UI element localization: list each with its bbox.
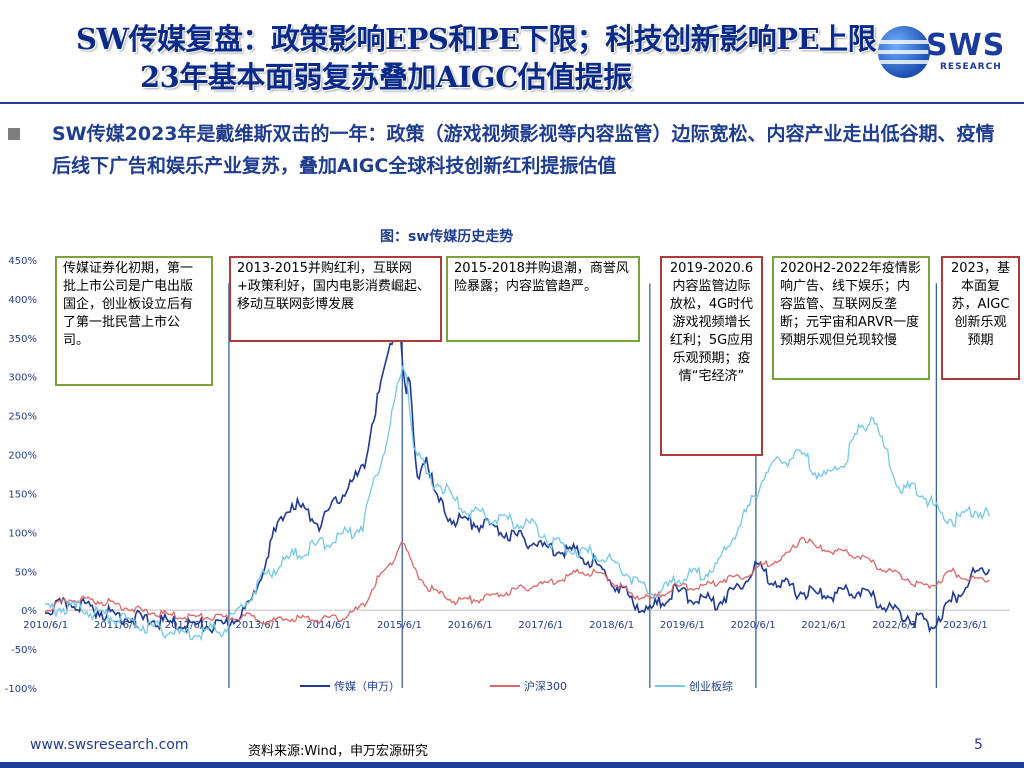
y-tick-label: 150% [8, 489, 37, 500]
y-tick-label: 300% [8, 373, 37, 384]
x-tick-label: 2010/6/1 [23, 620, 68, 631]
legend-label-media: 传媒（申万） [334, 680, 400, 693]
x-tick-label: 2021/6/1 [801, 620, 846, 631]
annotation-2-text: 2013-2015并购红利，互联网+政策利好，国内电影消费崛起、移动互联网彭博发… [237, 261, 430, 312]
headline: SW传媒2023年是戴维斯双击的一年：政策（游戏视频影视等内容监管）边际宽松、内… [52, 123, 995, 177]
series-line-chinext [44, 365, 991, 642]
annotation-6: 2023，基本面复苏，AIGC创新乐观预期 [941, 256, 1020, 380]
annotation-5: 2020H2-2022年疫情影响广告、线下娱乐；内容监管、互联网反垄断；元宇宙和… [772, 256, 930, 380]
annotation-3: 2015-2018并购退潮，商誉风险暴露；内容监管趋严。 [446, 256, 640, 342]
chart: 450% 400% 350% 300% 250% 200% 150% 100% 50% 0% -50… [5, 256, 1010, 695]
y-tick-label: 250% [8, 412, 37, 423]
y-tick-label: 50% [15, 567, 37, 578]
legend-label-hs300: 沪深300 [524, 679, 567, 693]
logo-sub: RESEARCH [940, 62, 1002, 72]
annotation-1-text: 传媒证券化初期，第一批上市公司是广电出版国企，创业板设立后有了第一批民营上市公司… [63, 261, 194, 348]
chart-title: 图：sw传媒历史走势 [380, 229, 514, 245]
y-tick-label: -50% [11, 645, 37, 656]
y-tick-label: 350% [8, 334, 37, 345]
y-tick-label: 200% [8, 451, 37, 462]
sws-logo: SWS RESEARCH [878, 22, 1018, 82]
y-tick-label: 100% [8, 528, 37, 539]
annotation-1: 传媒证券化初期，第一批上市公司是广电出版国企，创业板设立后有了第一批民营上市公司… [55, 256, 213, 386]
x-tick-label: 2020/6/1 [731, 620, 776, 631]
x-tick-label: 2018/6/1 [589, 620, 634, 631]
square-bullet-icon [8, 128, 20, 140]
annotation-6-text: 2023，基本面复苏，AIGC创新乐观预期 [950, 261, 1011, 348]
globe-icon [878, 26, 930, 78]
title-block: SW传媒复盘：政策影响EPS和PE下限；科技创新影响PE上限 23年基本面弱复苏… [0, 0, 1024, 100]
annotation-3-text: 2015-2018并购退潮，商誉风险暴露；内容监管趋严。 [454, 261, 629, 294]
y-tick-label: 400% [8, 295, 37, 306]
x-tick-label: 2019/6/1 [660, 620, 705, 631]
annotation-4: 2019-2020.6内容监管边际放松，4G时代游戏视频增长红利；5G应用乐观预… [660, 256, 763, 456]
slide-title-line2: 23年基本面弱复苏叠加AIGC估值提振 [140, 60, 632, 94]
logo-text: SWS [926, 28, 1006, 63]
footer-source: 资料来源:Wind，申万宏源研究 [248, 744, 429, 759]
x-tick-label: 2017/6/1 [518, 620, 563, 631]
header-divider [0, 102, 1024, 104]
x-tick-label: 2015/6/1 [377, 620, 422, 631]
series-line-media [44, 320, 991, 635]
series-line-hs300 [44, 536, 990, 626]
y-tick-label: 0% [21, 606, 37, 617]
annotation-2: 2013-2015并购红利，互联网+政策利好，国内电影消费崛起、移动互联网彭博发… [229, 256, 442, 342]
x-tick-label: 2014/6/1 [306, 620, 351, 631]
annotation-4-text: 2019-2020.6内容监管边际放松，4G时代游戏视频增长红利；5G应用乐观预… [669, 261, 754, 384]
x-tick-label: 2023/6/1 [943, 620, 988, 631]
page-number: 5 [974, 737, 983, 753]
x-tick-label: 2013/6/1 [235, 620, 280, 631]
footer-bar [0, 762, 1024, 768]
footer-url[interactable]: www.swsresearch.com [30, 737, 189, 753]
x-tick-label: 2016/6/1 [448, 620, 493, 631]
slide-title-line1: SW传媒复盘：政策影响EPS和PE下限；科技创新影响PE上限 [76, 22, 877, 56]
y-tick-label: -100% [5, 684, 37, 695]
annotation-5-text: 2020H2-2022年疫情影响广告、线下娱乐；内容监管、互联网反垄断；元宇宙和… [780, 261, 921, 348]
x-tick-label: 2022/6/1 [872, 620, 917, 631]
y-tick-label: 450% [8, 256, 37, 267]
legend-label-chinext: 创业板综 [689, 679, 733, 693]
